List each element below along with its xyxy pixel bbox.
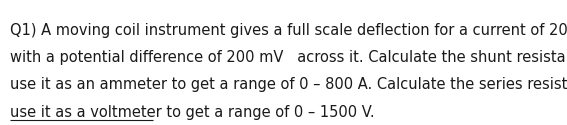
Text: use it as an ammeter to get a range of 0 – 800 A. Calculate the series resistanc: use it as an ammeter to get a range of 0… — [10, 78, 567, 92]
Text: use it as a voltmeter to get a range of 0 – 1500 V.: use it as a voltmeter to get a range of … — [10, 105, 375, 120]
Text: Q1) A moving coil instrument gives a full scale deflection for a current of 20 m: Q1) A moving coil instrument gives a ful… — [10, 22, 567, 38]
Text: with a potential difference of 200 mV   across it. Calculate the shunt resistanc: with a potential difference of 200 mV ac… — [10, 50, 567, 65]
